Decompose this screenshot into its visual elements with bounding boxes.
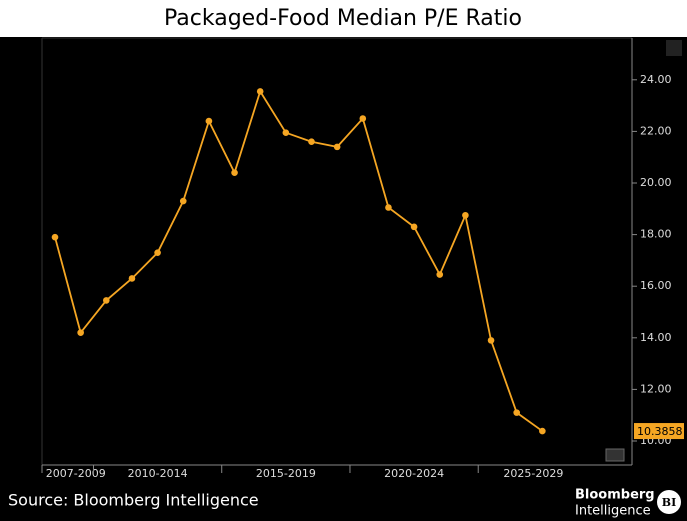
brand-line: Intelligence [575, 504, 651, 519]
y-tick-label: 24.00 [640, 73, 672, 86]
point [385, 204, 392, 211]
point [282, 129, 290, 136]
point [410, 223, 418, 231]
y-tick-label: 14.00 [640, 331, 672, 344]
y-tick-label: 20.00 [640, 176, 672, 189]
point [128, 275, 136, 282]
y-tick-label: 12.00 [640, 382, 672, 395]
point [359, 115, 367, 122]
point [513, 409, 520, 416]
last-value-label: 10.3858 [637, 425, 683, 438]
point [487, 337, 495, 344]
point [436, 271, 444, 278]
y-tick-label: 22.00 [640, 124, 672, 137]
x-tick-label: 2020-2024 [384, 467, 444, 480]
x-tick-label: 2015-2019 [256, 467, 316, 480]
chart-title: Packaged-Food Median P/E Ratio [164, 6, 522, 31]
brand-line: Bloomberg [575, 488, 655, 503]
source-note: Source: Bloomberg Intelligence [8, 491, 259, 510]
point [462, 211, 469, 219]
line [54, 89, 543, 432]
point [205, 117, 213, 125]
brand-badge: BI [662, 496, 676, 509]
x-tick-label: 2007-2009 [46, 467, 106, 480]
point [154, 249, 161, 256]
point [77, 329, 84, 336]
last-value-box [634, 423, 684, 440]
point [333, 143, 341, 151]
x-tick-label: 2010-2014 [128, 467, 188, 480]
y-tick-label: 18.00 [640, 228, 672, 241]
options-icon[interactable] [605, 448, 625, 462]
title-band [0, 0, 687, 37]
point [539, 427, 546, 435]
point [103, 297, 110, 304]
brand-badge-circle [657, 490, 681, 514]
point [308, 138, 315, 146]
menu-icon[interactable] [666, 40, 682, 56]
y-tick-label: 16.00 [640, 279, 672, 292]
point [179, 197, 187, 205]
point [231, 169, 238, 176]
point [51, 233, 59, 241]
x-tick-label: 2025-2029 [503, 467, 563, 480]
point [256, 88, 264, 95]
